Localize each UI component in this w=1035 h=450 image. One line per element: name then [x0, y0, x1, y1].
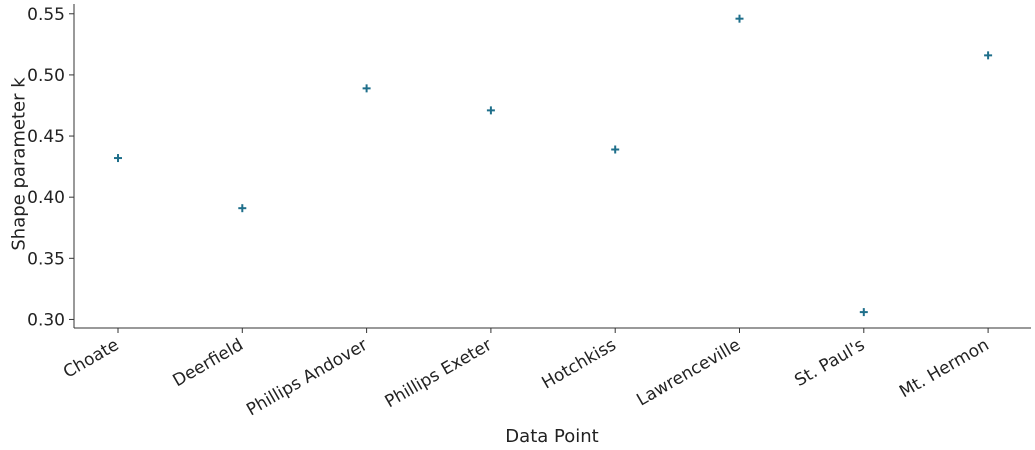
x-tick-label: St. Paul's — [791, 335, 868, 391]
x-tick-label: Phillips Exeter — [382, 335, 496, 412]
x-tick-label: Choate — [60, 335, 122, 383]
y-tick-label: 0.40 — [27, 188, 65, 208]
y-axis-label: Shape parameter k — [8, 77, 29, 251]
data-point — [611, 145, 620, 154]
data-point — [238, 204, 247, 213]
data-point — [735, 14, 744, 23]
plot-area — [114, 14, 993, 317]
y-tick-label: 0.50 — [27, 66, 65, 86]
x-axis-label: Data Point — [505, 426, 598, 447]
y-tick-label: 0.45 — [27, 127, 65, 147]
data-point — [486, 106, 495, 115]
y-tick-label: 0.55 — [27, 5, 65, 25]
x-tick-label: Hotchkiss — [538, 335, 619, 394]
x-tick-label: Phillips Andover — [243, 335, 371, 420]
data-point — [859, 308, 868, 317]
x-tick-label: Mt. Hermon — [896, 335, 992, 402]
data-point — [362, 84, 371, 93]
y-tick-label: 0.35 — [27, 249, 65, 269]
data-point — [984, 51, 993, 60]
data-point — [114, 154, 122, 163]
y-tick-label: 0.30 — [27, 310, 65, 330]
x-tick-label: Lawrenceville — [633, 335, 744, 410]
y-axis-ticks: 0.30 0.35 0.40 0.45 0.50 0.55 — [27, 5, 74, 330]
x-tick-label: Deerfield — [170, 335, 247, 391]
